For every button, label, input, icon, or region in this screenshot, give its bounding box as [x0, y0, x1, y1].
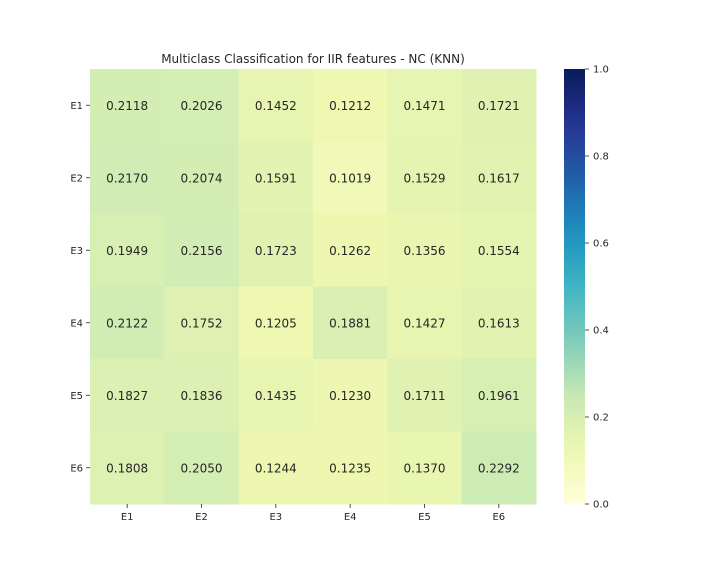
cell-value: 0.2292 [478, 461, 520, 475]
heatmap-cell [90, 286, 165, 360]
heatmap-cell [461, 214, 537, 287]
heatmap-cell [313, 431, 388, 505]
heatmap-cell [90, 359, 165, 432]
colorbar [564, 69, 585, 504]
cell-value: 0.1752 [181, 316, 223, 330]
heatmap-cell [90, 69, 165, 142]
heatmap-cell [387, 214, 463, 287]
heatmap-cell [238, 359, 314, 432]
heatmap-cell [238, 431, 314, 505]
x-tick-label: E5 [418, 512, 431, 523]
colorbar-tick-label: 0.0 [593, 500, 609, 511]
heatmap-cell [90, 141, 165, 215]
y-tick-label: E5 [70, 391, 83, 402]
cell-value: 0.1711 [404, 389, 446, 403]
chart-title: Multiclass Classification for IIR featur… [161, 52, 465, 66]
cell-value: 0.1435 [255, 389, 297, 403]
heatmap-cell [387, 359, 463, 432]
colorbar-tick-label: 0.8 [593, 152, 609, 163]
y-axis: E1 E2 E3 E4 E5 E6 [70, 101, 90, 474]
cell-value: 0.1617 [478, 171, 520, 185]
x-tick-label: E4 [344, 512, 357, 523]
heatmap-cell [461, 69, 537, 142]
cell-value: 0.1554 [478, 244, 520, 258]
heatmap-cell [90, 214, 165, 287]
cell-value: 0.2170 [106, 171, 148, 185]
cell-value: 0.2118 [106, 99, 148, 113]
x-tick-label: E2 [195, 512, 208, 523]
heatmap-cell [461, 286, 537, 360]
y-tick-label: E3 [70, 246, 83, 257]
y-tick-label: E1 [70, 101, 83, 112]
cell-value: 0.1827 [106, 389, 148, 403]
cell-annotations: 0.2118 0.2026 0.1452 0.1212 0.1471 0.1721 0.21… [106, 99, 520, 476]
heatmap-cell [164, 141, 240, 215]
heatmap-cell [164, 69, 240, 142]
heatmap-cell [461, 141, 537, 215]
x-tick-label: E6 [492, 512, 505, 523]
cell-value: 0.1262 [329, 244, 371, 258]
cell-value: 0.1427 [404, 316, 446, 330]
heatmap-cell [313, 286, 388, 360]
heatmap-cell [238, 69, 314, 142]
x-axis: E1 E2 E3 E4 E5 E6 [121, 504, 505, 523]
cell-value: 0.1881 [329, 316, 371, 330]
cell-value: 0.1471 [404, 99, 446, 113]
heatmap-cell [238, 141, 314, 215]
cell-value: 0.1205 [255, 316, 297, 330]
cell-value: 0.2156 [181, 244, 223, 258]
colorbar-tick-label: 0.4 [593, 326, 609, 337]
heatmap-cell [461, 359, 537, 432]
heatmap-cells [90, 69, 537, 505]
cell-value: 0.1452 [255, 99, 297, 113]
cell-value: 0.1961 [478, 389, 520, 403]
heatmap-cell [164, 431, 240, 505]
heatmap-cell [313, 141, 388, 215]
cell-value: 0.1723 [255, 244, 297, 258]
y-tick-label: E6 [70, 463, 83, 474]
heatmap-cell [387, 69, 463, 142]
cell-value: 0.1244 [255, 461, 297, 475]
cell-value: 0.2026 [181, 99, 223, 113]
colorbar-tick-label: 1.0 [593, 65, 609, 76]
heatmap-cell [164, 359, 240, 432]
heatmap-cell [238, 286, 314, 360]
cell-value: 0.1235 [329, 461, 371, 475]
heatmap-cell [387, 286, 463, 360]
heatmap-cell [238, 214, 314, 287]
cell-value: 0.1808 [106, 461, 148, 475]
cell-value: 0.1529 [404, 171, 446, 185]
cell-value: 0.1591 [255, 171, 297, 185]
cell-value: 0.1949 [106, 244, 148, 258]
heatmap-cell [387, 141, 463, 215]
colorbar-tick-label: 0.6 [593, 239, 609, 250]
y-tick-label: E4 [70, 318, 83, 329]
colorbar-axis: 0.0 0.2 0.4 0.6 0.8 1.0 [585, 65, 609, 511]
x-tick-label: E1 [121, 512, 134, 523]
heatmap-cell [387, 431, 463, 505]
cell-value: 0.1370 [404, 461, 446, 475]
cell-value: 0.2074 [181, 171, 223, 185]
heatmap-cell [313, 69, 388, 142]
colorbar-tick-label: 0.2 [593, 413, 609, 424]
heatmap-cell [313, 359, 388, 432]
cell-value: 0.1212 [329, 99, 371, 113]
cell-value: 0.2122 [106, 316, 148, 330]
heatmap-cell [164, 214, 240, 287]
heatmap-cell [90, 431, 165, 505]
cell-value: 0.1356 [404, 244, 446, 258]
cell-value: 0.1230 [329, 389, 371, 403]
cell-value: 0.1019 [329, 171, 371, 185]
cell-value: 0.2050 [181, 461, 223, 475]
y-tick-label: E2 [70, 173, 83, 184]
x-tick-label: E3 [269, 512, 282, 523]
heatmap-cell [313, 214, 388, 287]
cell-value: 0.1836 [181, 389, 223, 403]
heatmap-cell [461, 431, 537, 505]
heatmap-cell [164, 286, 240, 360]
cell-value: 0.1721 [478, 99, 520, 113]
cell-value: 0.1613 [478, 316, 520, 330]
